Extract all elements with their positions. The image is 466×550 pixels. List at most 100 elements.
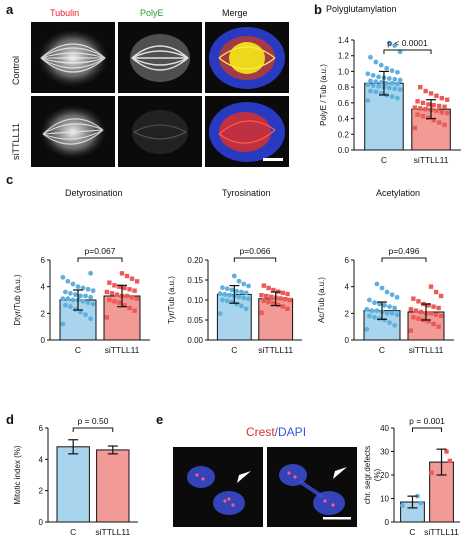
data-point — [408, 307, 414, 312]
data-point — [420, 114, 426, 119]
p-value-label: p = 0.50 — [78, 416, 109, 426]
data-point — [394, 294, 400, 300]
data-point — [129, 295, 135, 300]
chart-title: Acetylation — [376, 188, 420, 198]
data-point — [369, 308, 375, 314]
data-point — [377, 316, 382, 322]
data-point — [428, 91, 434, 96]
y-tick-label: 0 — [39, 518, 44, 527]
data-point — [367, 313, 372, 319]
p-value-label: p = 0.001 — [409, 416, 445, 426]
data-point — [374, 281, 380, 287]
column-label-polye: PolyE — [140, 8, 164, 18]
data-point — [377, 301, 382, 307]
data-point — [420, 100, 426, 106]
data-point — [433, 289, 439, 295]
data-point — [394, 312, 400, 318]
p-value-label: p=0.066 — [240, 246, 271, 256]
data-point — [234, 301, 240, 307]
data-point — [378, 80, 384, 85]
category-label: siTTLL11 — [258, 345, 293, 355]
data-point — [285, 291, 290, 297]
y-tick-label: 20 — [380, 471, 389, 480]
micrograph-crest-control — [173, 447, 263, 527]
data-point — [119, 271, 125, 276]
y-axis-label: chr. segr.defects(%) — [364, 446, 382, 504]
data-point — [127, 287, 132, 292]
data-point — [236, 294, 242, 300]
data-point — [134, 296, 140, 301]
y-tick-label: 6 — [39, 424, 44, 433]
data-point — [431, 117, 436, 123]
data-point — [379, 285, 385, 291]
data-point — [134, 279, 140, 284]
significance-bracket — [383, 49, 432, 54]
data-point — [431, 321, 436, 327]
data-point — [387, 304, 392, 310]
chart-title: Tyrosination — [222, 188, 271, 198]
y-tick-label: 0 — [345, 336, 350, 345]
data-point — [392, 86, 398, 92]
data-point — [124, 293, 130, 299]
data-point — [243, 290, 249, 296]
micrograph-control-polye — [118, 22, 202, 93]
data-point — [436, 103, 442, 109]
data-point — [384, 289, 390, 295]
data-point — [376, 74, 381, 80]
data-point — [241, 295, 247, 301]
category-label: siTTLL11 — [409, 345, 444, 355]
data-point — [73, 292, 78, 298]
data-point — [264, 293, 269, 299]
data-point — [117, 284, 122, 289]
data-point — [246, 283, 251, 289]
data-point — [367, 297, 372, 303]
data-point — [392, 76, 398, 82]
data-point — [104, 315, 110, 320]
row-label-control: Control — [11, 55, 21, 85]
data-point — [85, 300, 91, 306]
data-point — [65, 296, 71, 302]
significance-bracket — [411, 427, 443, 432]
y-tick-label: 0.2 — [338, 130, 350, 139]
data-point — [132, 288, 137, 293]
y-tick-label: 0.0 — [338, 146, 350, 155]
data-point — [438, 293, 444, 299]
data-point — [220, 297, 225, 303]
data-point — [70, 281, 76, 287]
data-point — [80, 285, 86, 291]
column-label-tubulin: Tubulin — [50, 8, 80, 18]
data-point — [365, 71, 371, 77]
data-point — [373, 79, 379, 85]
data-point — [378, 62, 384, 68]
micrograph-sittll11-tubulin — [31, 96, 115, 167]
data-point — [278, 296, 283, 301]
data-point — [231, 273, 237, 279]
data-point — [392, 43, 398, 48]
data-point — [413, 308, 419, 313]
data-point — [434, 93, 439, 98]
panel-letter-a: a — [6, 2, 14, 17]
data-point — [376, 83, 381, 89]
y-axis-label: PolyE / Tub (a.u.) — [319, 64, 328, 126]
data-point — [428, 311, 434, 316]
data-point — [368, 78, 373, 84]
significance-bracket — [77, 257, 123, 262]
data-point — [88, 294, 93, 300]
micrograph-sittll11-merge — [205, 96, 289, 167]
data-point — [107, 297, 112, 303]
data-point — [400, 503, 405, 508]
data-point — [392, 305, 397, 311]
data-point — [423, 106, 428, 112]
data-point — [261, 298, 267, 303]
p-value-label: p=0.067 — [85, 246, 116, 256]
data-point — [415, 99, 420, 104]
data-point — [434, 108, 439, 113]
data-point — [241, 281, 247, 287]
y-tick-label: 6 — [41, 256, 46, 265]
data-point — [386, 76, 392, 81]
arrowhead-icon — [333, 467, 347, 479]
data-point — [280, 290, 285, 295]
data-point — [397, 77, 403, 83]
data-point — [429, 470, 434, 475]
y-tick-label: 2 — [41, 309, 46, 318]
